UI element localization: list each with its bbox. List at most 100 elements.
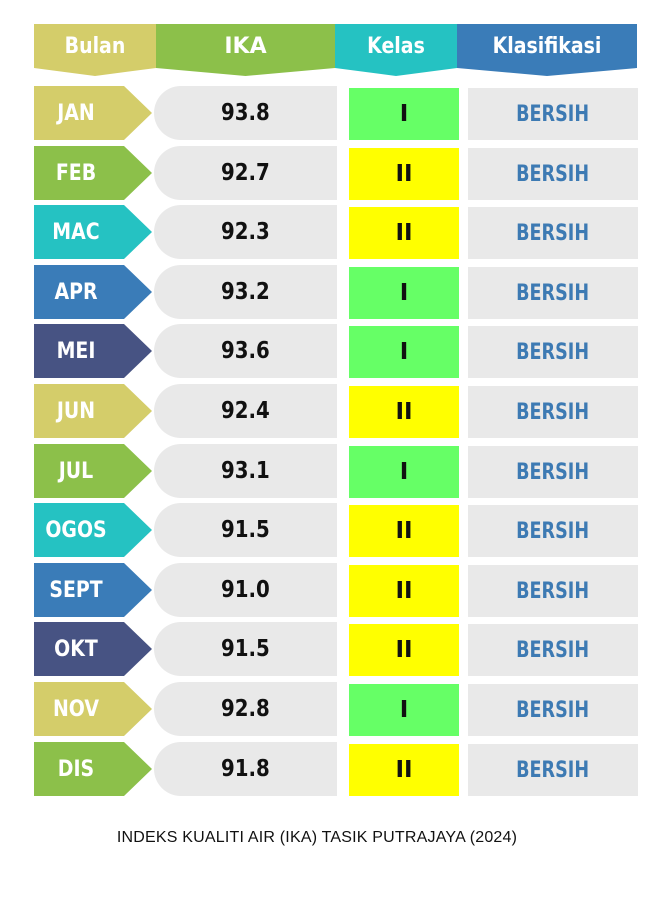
ika-value: 92.7 (221, 160, 270, 186)
ika-value: 91.5 (221, 517, 270, 543)
header-bulan: Bulan (34, 24, 156, 76)
ika-value: 93.2 (221, 279, 270, 305)
klasifikasi-cell: BERSIH (468, 684, 638, 736)
kelas-value: II (395, 578, 413, 604)
klasifikasi-value: BERSIH (516, 518, 590, 544)
ika-value: 91.5 (221, 636, 270, 662)
kelas-value: I (399, 280, 409, 306)
header-klasifikasi-label: Klasifikasi (492, 33, 602, 59)
kelas-cell: II (349, 744, 459, 796)
klasifikasi-value: BERSIH (516, 459, 590, 485)
ika-value-cell: 92.3 (154, 205, 337, 259)
month-chevron-shape (34, 205, 152, 259)
ika-value-cell: 92.8 (154, 682, 337, 736)
month-chevron-shape (34, 563, 152, 617)
month-chevron-shape (34, 622, 152, 676)
month-label: FEB (55, 160, 97, 186)
kelas-value: II (395, 757, 413, 783)
month-label: DIS (57, 756, 95, 782)
kelas-cell: II (349, 386, 459, 438)
ika-value-cell: 92.4 (154, 384, 337, 438)
kelas-value: I (399, 101, 409, 127)
month-cell: JUL (34, 444, 154, 498)
klasifikasi-value: BERSIH (516, 578, 590, 604)
header-kelas: Kelas (335, 24, 457, 76)
klasifikasi-value: BERSIH (516, 399, 590, 425)
month-chevron-shape (34, 146, 152, 200)
klasifikasi-value: BERSIH (516, 161, 590, 187)
kelas-value: II (395, 220, 413, 246)
ika-value: 93.6 (221, 338, 270, 364)
kelas-cell: I (349, 446, 459, 498)
month-label: MAC (52, 219, 100, 245)
ika-value-cell: 91.8 (154, 742, 337, 796)
kelas-cell: I (349, 267, 459, 319)
table-caption: INDEKS KUALITI AIR (IKA) TASIK PUTRAJAYA… (116, 829, 518, 846)
month-cell: MAC (34, 205, 154, 259)
header-kelas-label: Kelas (367, 33, 425, 59)
kelas-value: II (395, 399, 413, 425)
header-bulan-label: Bulan (64, 33, 126, 59)
klasifikasi-cell: BERSIH (468, 565, 638, 617)
ika-value: 91.0 (221, 577, 270, 603)
month-label: OKT (54, 636, 98, 662)
month-label: JUL (58, 458, 94, 484)
ika-value: 93.1 (221, 458, 270, 484)
kelas-value: I (399, 339, 409, 365)
month-chevron-shape (34, 324, 152, 378)
klasifikasi-cell: BERSIH (468, 386, 638, 438)
ika-value-cell: 92.7 (154, 146, 337, 200)
klasifikasi-value: BERSIH (516, 697, 590, 723)
kelas-cell: II (349, 565, 459, 617)
kelas-cell: I (349, 684, 459, 736)
ika-value-cell: 91.5 (154, 503, 337, 557)
klasifikasi-cell: BERSIH (468, 505, 638, 557)
month-chevron-shape (34, 503, 152, 557)
kelas-value: I (399, 697, 409, 723)
month-chevron-shape (34, 444, 152, 498)
month-label: APR (54, 279, 98, 305)
kelas-value: I (399, 459, 409, 485)
ika-value: 92.4 (221, 398, 270, 424)
kelas-cell: I (349, 88, 459, 140)
klasifikasi-cell: BERSIH (468, 207, 638, 259)
ika-value-cell: 93.8 (154, 86, 337, 140)
month-label: MEI (56, 338, 96, 364)
klasifikasi-cell: BERSIH (468, 624, 638, 676)
klasifikasi-value: BERSIH (516, 220, 590, 246)
ika-value: 92.3 (221, 219, 270, 245)
month-label: SEPT (49, 577, 103, 603)
month-cell: JUN (34, 384, 154, 438)
ika-value: 93.8 (221, 100, 270, 126)
month-chevron-shape (34, 265, 152, 319)
month-cell: OKT (34, 622, 154, 676)
header-ika-label: IKA (224, 33, 267, 59)
kelas-cell: II (349, 148, 459, 200)
month-chevron-shape (34, 384, 152, 438)
month-label: JAN (57, 100, 95, 126)
header-klasifikasi-shape (457, 24, 637, 76)
klasifikasi-value: BERSIH (516, 757, 590, 783)
klasifikasi-value: BERSIH (516, 339, 590, 365)
header-ika: IKA (156, 24, 335, 76)
ika-value-cell: 91.0 (154, 563, 337, 617)
ika-value-cell: 93.2 (154, 265, 337, 319)
klasifikasi-cell: BERSIH (468, 326, 638, 378)
month-cell: JAN (34, 86, 154, 140)
kelas-value: II (395, 518, 413, 544)
month-chevron-shape (34, 682, 152, 736)
klasifikasi-cell: BERSIH (468, 148, 638, 200)
ika-value-cell: 93.1 (154, 444, 337, 498)
month-cell: APR (34, 265, 154, 319)
klasifikasi-value: BERSIH (516, 101, 590, 127)
kelas-cell: II (349, 207, 459, 259)
header-klasifikasi: Klasifikasi (457, 24, 637, 76)
klasifikasi-cell: BERSIH (468, 267, 638, 319)
header-ika-shape (156, 24, 335, 76)
kelas-value: II (395, 637, 413, 663)
month-cell: SEPT (34, 563, 154, 617)
klasifikasi-cell: BERSIH (468, 88, 638, 140)
header-kelas-shape (335, 24, 457, 76)
kelas-cell: II (349, 505, 459, 557)
month-label: JUN (56, 398, 96, 424)
